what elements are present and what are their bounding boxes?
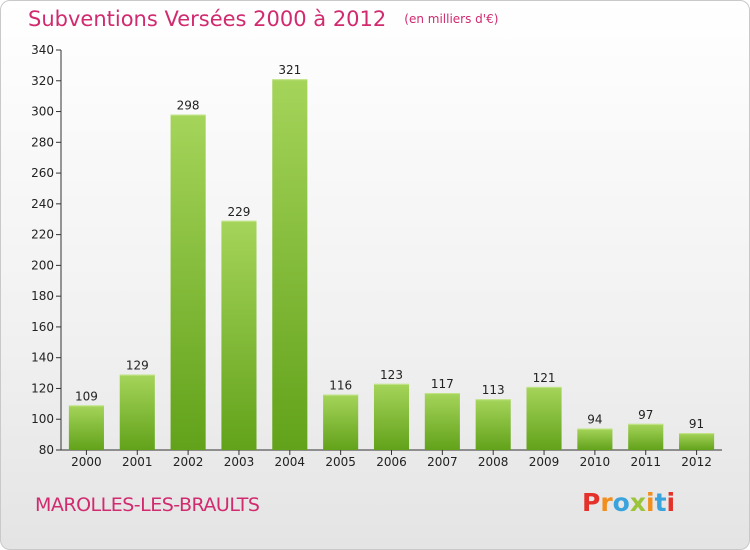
- y-tick-label: 340: [31, 43, 54, 57]
- x-tick-label-2011: 2011: [630, 455, 661, 469]
- bar-2012: [679, 433, 715, 450]
- bar-2004: [272, 79, 308, 450]
- y-tick-label: 160: [31, 320, 54, 334]
- x-tick-label-2003: 2003: [224, 455, 255, 469]
- y-tick-label: 180: [31, 289, 54, 303]
- value-label-2000: 109: [75, 389, 98, 403]
- logo-letter: P: [582, 488, 601, 517]
- value-label-2007: 117: [431, 377, 454, 391]
- title-row: Subventions Versées 2000 à 2012 (en mill…: [28, 7, 498, 31]
- chart-unit-note: (en milliers d'€): [404, 12, 499, 26]
- x-tick-label-2001: 2001: [122, 455, 153, 469]
- y-tick-label: 120: [31, 381, 54, 395]
- value-label-2010: 94: [587, 412, 602, 426]
- value-label-2011: 97: [638, 408, 653, 422]
- x-tick-label-2000: 2000: [71, 455, 102, 469]
- logo-letter: t: [654, 488, 667, 517]
- y-tick-label: 140: [31, 351, 54, 365]
- bar-2003: [221, 220, 257, 450]
- bar-2001: [119, 374, 155, 450]
- x-tick-label-2010: 2010: [580, 455, 611, 469]
- commune-name: MAROLLES-LES-BRAULTS: [35, 494, 260, 516]
- bar-2009: [526, 386, 562, 450]
- bar-2007: [424, 393, 460, 450]
- logo-letter: r: [600, 488, 613, 517]
- x-tick-label-2012: 2012: [681, 455, 712, 469]
- value-label-2012: 91: [689, 417, 704, 431]
- x-tick-label-2009: 2009: [529, 455, 560, 469]
- y-tick-label: 240: [31, 197, 54, 211]
- value-label-2001: 129: [126, 359, 149, 373]
- y-tick-label: 80: [39, 443, 54, 457]
- value-label-2004: 321: [278, 63, 301, 77]
- y-tick-label: 100: [31, 412, 54, 426]
- x-tick-label-2002: 2002: [173, 455, 204, 469]
- y-tick-label: 260: [31, 166, 54, 180]
- value-label-2006: 123: [380, 368, 403, 382]
- value-label-2002: 298: [177, 99, 200, 113]
- bar-2006: [373, 383, 410, 450]
- logo-letter: o: [612, 488, 630, 517]
- value-label-2008: 113: [482, 383, 505, 397]
- y-tick-label: 220: [31, 228, 54, 242]
- y-tick-label: 200: [31, 258, 54, 272]
- value-label-2005: 116: [329, 379, 352, 393]
- bar-2002: [170, 114, 206, 450]
- x-tick-label-2008: 2008: [478, 455, 509, 469]
- proxiti-logo: Proxiti: [582, 488, 675, 517]
- x-tick-label-2004: 2004: [275, 455, 306, 469]
- y-tick-label: 280: [31, 135, 54, 149]
- x-tick-label-2006: 2006: [376, 455, 407, 469]
- bar-2010: [577, 428, 613, 450]
- bar-2000: [68, 405, 104, 450]
- bar-2008: [475, 399, 511, 450]
- value-label-2009: 121: [533, 371, 556, 385]
- bar-2005: [323, 394, 359, 450]
- x-tick-label-2005: 2005: [325, 455, 356, 469]
- logo-letter: i: [666, 488, 676, 517]
- value-label-2003: 229: [228, 205, 251, 219]
- logo-letter: x: [629, 488, 646, 517]
- x-tick-label-2007: 2007: [427, 455, 458, 469]
- logo-letter: i: [646, 488, 655, 517]
- y-tick-label: 300: [31, 105, 54, 119]
- chart-title: Subventions Versées 2000 à 2012: [28, 7, 387, 31]
- bars: 109 129 298 229 321 116 123 117 113 121 94 97 91: [68, 63, 715, 450]
- bar-2011: [628, 423, 664, 450]
- y-tick-label: 320: [31, 74, 54, 88]
